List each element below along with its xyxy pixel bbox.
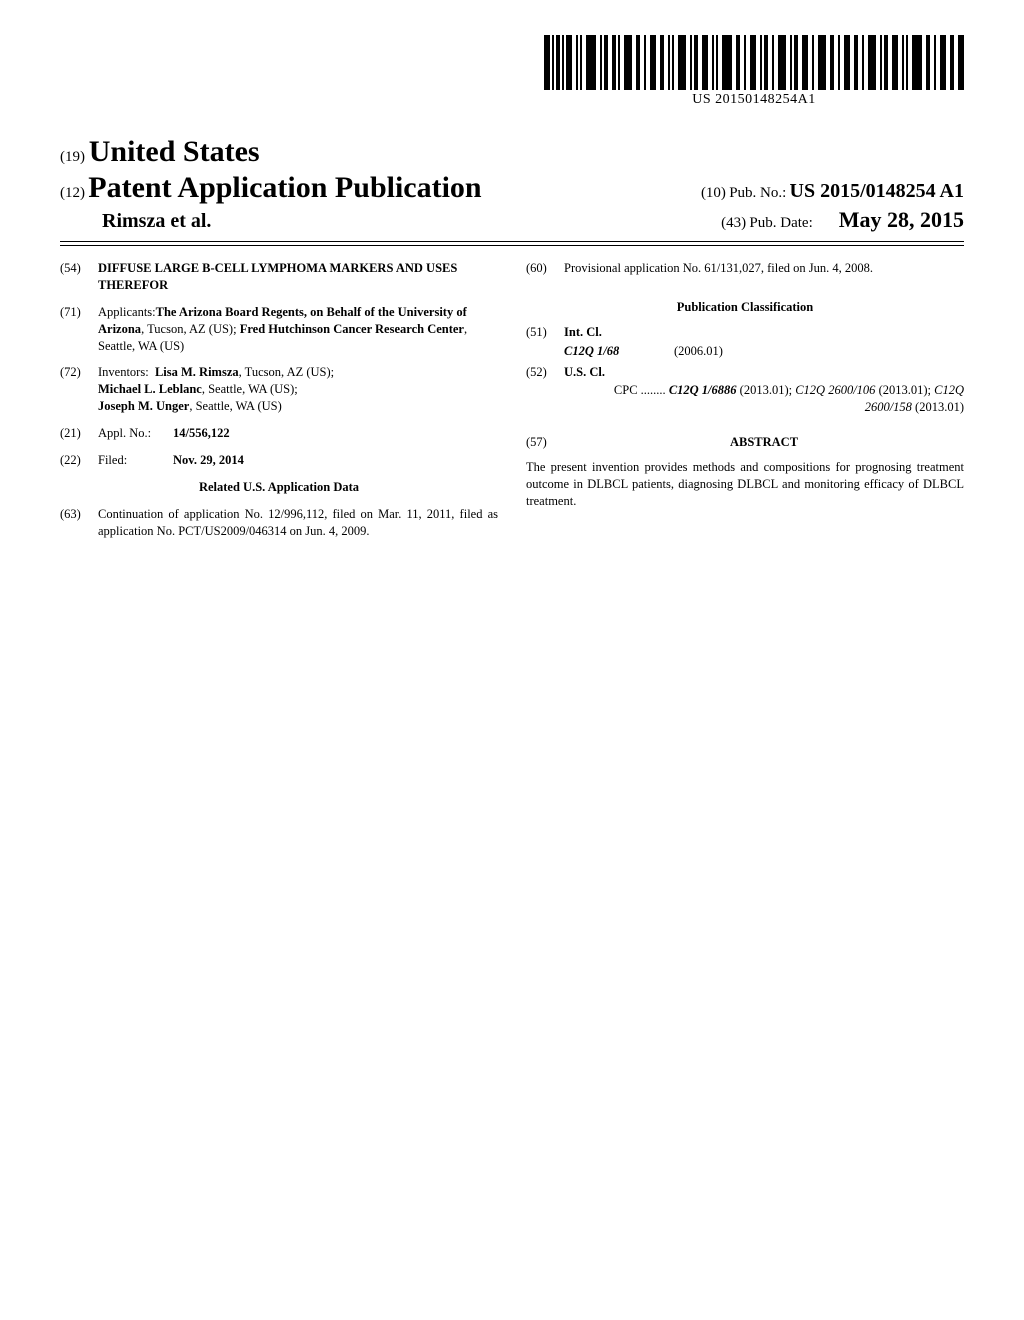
field-52-us-cl: (52) U.S. Cl. (526, 364, 964, 381)
pub-date-label: Pub. Date: (749, 215, 812, 231)
field-60-provisional: (60) Provisional application No. 61/131,… (526, 260, 964, 277)
field-63-continuation: (63) Continuation of application No. 12/… (60, 506, 498, 540)
code-19: (19) (60, 149, 85, 165)
field-63-num: (63) (60, 506, 98, 540)
field-54-body: DIFFUSE LARGE B-CELL LYMPHOMA MARKERS AN… (98, 260, 498, 294)
barcode-graphic (544, 35, 964, 90)
left-column: (54) DIFFUSE LARGE B-CELL LYMPHOMA MARKE… (60, 260, 498, 549)
header: (19) United States (12) Patent Applicati… (60, 135, 964, 233)
inventor-1-loc: , Tucson, AZ (US); (239, 365, 335, 379)
barcode-text: US 20150148254A1 (544, 92, 964, 108)
field-22-num: (22) (60, 452, 98, 469)
field-22-label: Filed: (98, 452, 173, 469)
field-51-int-cl: (51) Int. Cl. (526, 324, 964, 341)
field-71-applicants: (71) Applicants:The Arizona Board Regent… (60, 304, 498, 355)
field-52-label: U.S. Cl. (564, 365, 605, 379)
cpc-2: C12Q 2600/106 (795, 383, 875, 397)
authors: Rimsza et al. (60, 210, 211, 233)
inventor-3-loc: , Seattle, WA (US) (189, 399, 281, 413)
field-71-num: (71) (60, 304, 98, 355)
right-column: (60) Provisional application No. 61/131,… (526, 260, 964, 549)
field-71-label: Applicants: (98, 305, 156, 319)
related-data-heading: Related U.S. Application Data (60, 479, 498, 496)
field-54-num: (54) (60, 260, 98, 294)
field-72-num: (72) (60, 364, 98, 415)
code-10: (10) (701, 185, 726, 201)
country: United States (89, 135, 260, 168)
field-22-filed: (22) Filed: Nov. 29, 2014 (60, 452, 498, 469)
field-21-appl-no: (21) Appl. No.: 14/556,122 (60, 425, 498, 442)
code-43: (43) (721, 215, 746, 231)
applicant-1-loc: , Tucson, AZ (US); (141, 322, 240, 336)
divider-thin (60, 245, 964, 246)
cpc-3-date: (2013.01) (912, 400, 964, 414)
cpc-2-date: (2013.01); (875, 383, 934, 397)
cpc-line: CPC ........ C12Q 1/6886 (2013.01); C12Q… (526, 382, 964, 416)
inventor-1: Lisa M. Rimsza (155, 365, 239, 379)
body-columns: (54) DIFFUSE LARGE B-CELL LYMPHOMA MARKE… (60, 260, 964, 549)
field-21-num: (21) (60, 425, 98, 442)
field-60-text: Provisional application No. 61/131,027, … (564, 260, 964, 277)
field-51-num: (51) (526, 324, 564, 341)
code-12: (12) (60, 185, 85, 201)
publication-type: Patent Application Publication (88, 171, 481, 204)
inventor-2: Michael L. Leblanc (98, 382, 202, 396)
publication-classification-heading: Publication Classification (526, 299, 964, 316)
field-57-abstract: (57) ABSTRACT (526, 434, 964, 451)
field-21-val: 14/556,122 (173, 425, 498, 442)
abstract-label: ABSTRACT (564, 434, 964, 451)
abstract-text: The present invention provides methods a… (526, 459, 964, 510)
pub-no-label: Pub. No.: (729, 185, 786, 201)
int-cl-code: C12Q 1/68 (564, 343, 674, 360)
field-72-label: Inventors: (98, 365, 149, 379)
field-63-text: Continuation of application No. 12/996,1… (98, 506, 498, 540)
field-51-label: Int. Cl. (564, 325, 602, 339)
cpc-label: CPC ........ (614, 383, 666, 397)
int-cl-row: C12Q 1/68 (2006.01) (526, 343, 964, 360)
field-72-inventors: (72) Inventors: Lisa M. Rimsza, Tucson, … (60, 364, 498, 415)
divider-thick (60, 241, 964, 242)
field-60-num: (60) (526, 260, 564, 277)
cpc-1: C12Q 1/6886 (669, 383, 737, 397)
field-54-title: (54) DIFFUSE LARGE B-CELL LYMPHOMA MARKE… (60, 260, 498, 294)
field-57-num: (57) (526, 434, 564, 451)
applicant-2: Fred Hutchinson Cancer Research Center (240, 322, 464, 336)
pub-date: May 28, 2015 (839, 207, 964, 232)
field-22-val: Nov. 29, 2014 (173, 452, 498, 469)
field-21-label: Appl. No.: (98, 425, 173, 442)
inventor-3: Joseph M. Unger (98, 399, 189, 413)
inventor-2-loc: , Seattle, WA (US); (202, 382, 298, 396)
field-52-num: (52) (526, 364, 564, 381)
int-cl-date: (2006.01) (674, 343, 723, 360)
barcode-block: US 20150148254A1 (544, 35, 964, 108)
pub-no: US 2015/0148254 A1 (790, 180, 964, 202)
cpc-1-date: (2013.01); (737, 383, 796, 397)
